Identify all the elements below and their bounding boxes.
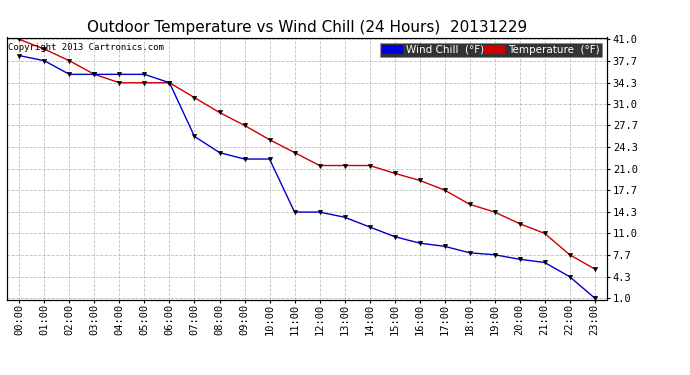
Title: Outdoor Temperature vs Wind Chill (24 Hours)  20131229: Outdoor Temperature vs Wind Chill (24 Ho… [87,20,527,35]
Legend: Wind Chill  (°F), Temperature  (°F): Wind Chill (°F), Temperature (°F) [380,43,602,57]
Text: Copyright 2013 Cartronics.com: Copyright 2013 Cartronics.com [8,43,164,52]
